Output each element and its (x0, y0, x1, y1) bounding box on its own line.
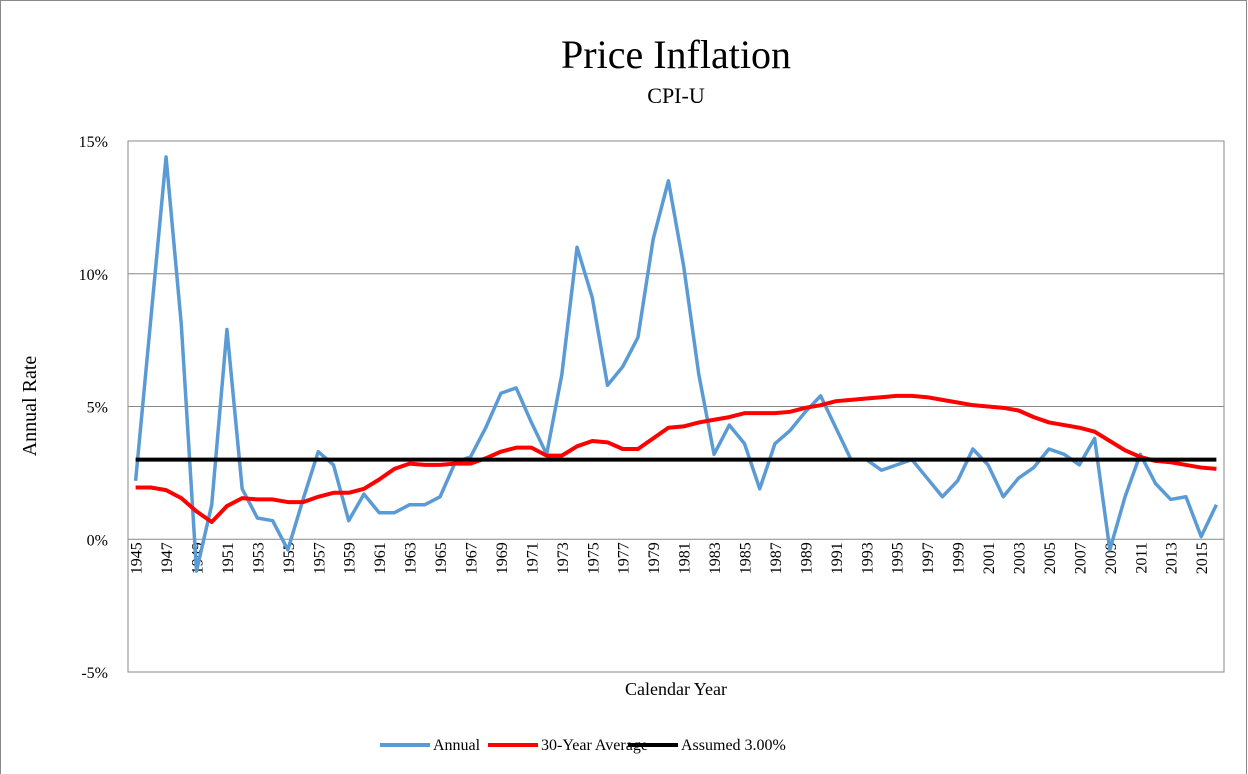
x-tick-label: 2009 (1103, 542, 1120, 574)
x-tick-label: 1947 (159, 542, 176, 574)
x-tick-label: 1963 (403, 542, 420, 574)
x-tick-label: 1959 (342, 542, 359, 574)
chart-subtitle: CPI-U (647, 83, 705, 108)
x-tick-label: 2005 (1042, 542, 1059, 574)
x-tick-label: 1975 (585, 542, 602, 574)
x-tick-label: 1961 (372, 542, 389, 574)
chart-title: Price Inflation (561, 32, 791, 77)
x-tick-label: 1957 (311, 542, 328, 574)
x-tick-label: 1973 (555, 542, 572, 574)
series-line (135, 393, 1217, 524)
x-tick-label: 1987 (768, 542, 785, 574)
x-tick-label: 1993 (859, 542, 876, 574)
x-tick-label: 1989 (798, 542, 815, 574)
x-tick-label: 1955 (281, 542, 298, 574)
x-tick-label: 2015 (1194, 542, 1211, 574)
x-tick-label: 1977 (616, 542, 633, 574)
y-tick-label: 5% (87, 400, 108, 417)
x-tick-label: 1969 (494, 542, 511, 574)
x-tick-label: 1953 (250, 542, 267, 574)
x-tick-label: 1979 (646, 542, 663, 574)
y-tick-label: 10% (79, 267, 108, 284)
x-tick-label: 1983 (707, 542, 724, 574)
x-tick-label: 2013 (1164, 542, 1181, 574)
x-tick-label: 1991 (829, 542, 846, 574)
x-tick-label: 2007 (1072, 542, 1089, 574)
x-tick-label: 1997 (920, 542, 937, 574)
y-tick-label: 0% (87, 532, 108, 549)
y-tick-label: 15% (79, 134, 108, 151)
legend-label: Annual (433, 737, 481, 754)
x-tick-label: 2003 (1012, 542, 1029, 574)
x-tick-label: 1965 (433, 542, 450, 574)
x-tick-label: 1985 (738, 542, 755, 574)
x-tick-label: 1945 (129, 542, 146, 574)
y-axis-label: Annual Rate (19, 356, 41, 457)
x-tick-label: 1951 (220, 542, 237, 574)
x-tick-label: 1995 (890, 542, 907, 574)
x-tick-label: 1967 (464, 542, 481, 574)
y-tick-label: -5% (81, 665, 108, 682)
x-tick-label: 2001 (981, 542, 998, 574)
x-tick-label: 2011 (1133, 542, 1150, 573)
legend-label: Assumed 3.00% (681, 737, 786, 754)
x-axis-label: Calendar Year (625, 679, 727, 699)
x-tick-label: 1981 (677, 542, 694, 574)
x-tick-label: 1971 (524, 542, 541, 574)
x-tick-label: 1999 (951, 542, 968, 574)
legend-label: 30-Year Average (541, 737, 648, 754)
